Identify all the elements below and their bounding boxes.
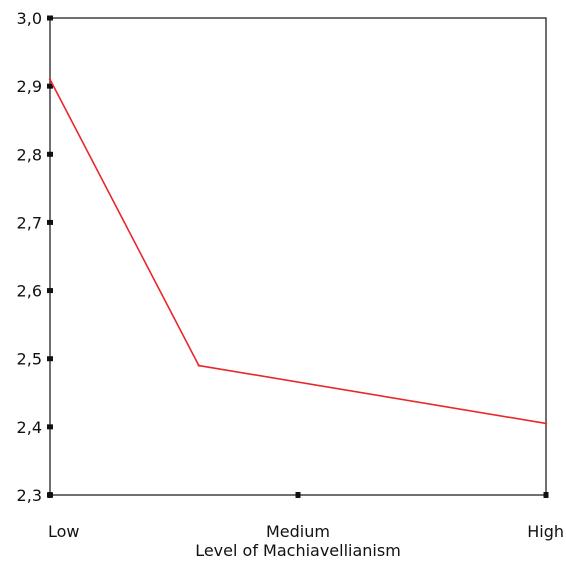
data-point (48, 78, 52, 81)
x-tick-label: Low (48, 522, 80, 541)
x-tick-mark (47, 492, 53, 498)
y-axis: 3,0 2,9 2,8 2,7 2,6 2,5 2,4 2,3 (17, 9, 53, 505)
y-tick-mark (47, 15, 53, 21)
plot-frame (49, 17, 547, 496)
y-tick-label: 2,5 (17, 350, 42, 369)
y-tick-label: 2,8 (17, 145, 42, 164)
y-tick-mark (47, 151, 53, 157)
data-point (197, 364, 200, 367)
y-tick-label: 2,6 (17, 282, 42, 301)
x-tick-label: Medium (266, 522, 330, 541)
series-line (49, 78, 547, 425)
x-axis-title: Level of Machiavellianism (195, 541, 401, 560)
x-axis: Low Medium High (47, 492, 564, 541)
y-tick-label: 2,7 (17, 213, 42, 232)
x-tick-mark (295, 492, 301, 498)
y-tick-mark (47, 288, 53, 294)
y-tick-label: 2,3 (17, 486, 42, 505)
y-tick-mark (47, 83, 53, 89)
x-tick-label: High (527, 522, 564, 541)
series-layer (48, 78, 548, 425)
y-tick-mark (47, 356, 53, 362)
x-tick-mark (543, 492, 549, 498)
y-tick-label: 3,0 (17, 9, 42, 28)
y-tick-label: 2,4 (17, 418, 42, 437)
y-tick-label: 2,9 (17, 77, 42, 96)
y-tick-mark (47, 219, 53, 225)
y-tick-mark (47, 424, 53, 430)
data-point (544, 422, 548, 425)
